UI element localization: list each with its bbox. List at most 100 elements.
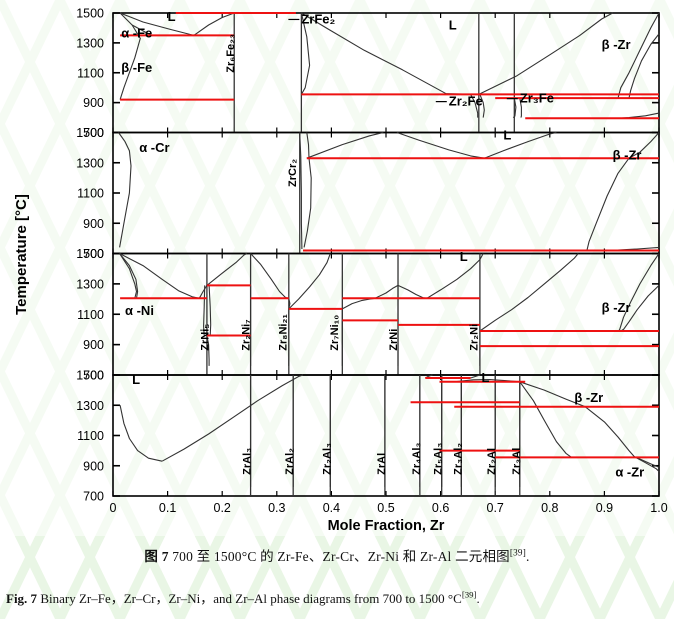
phase-boundary-curve [306, 132, 310, 159]
phase-boundary-curve [479, 253, 579, 332]
phase-boundary-curve [119, 12, 141, 100]
phase-label: α -Ni [125, 303, 154, 318]
phase-boundary-curve [119, 253, 139, 299]
phase-label: ZrAl₃ [242, 448, 254, 475]
y-tick-label: 1100 [77, 187, 104, 201]
phase-boundary-curve [519, 98, 522, 118]
phase-boundary-curve [519, 381, 572, 458]
y-tick-label: 1500 [76, 369, 104, 383]
y-tick-label: 1300 [76, 277, 104, 291]
phase-boundary-curve [628, 33, 660, 99]
phase-boundary-curve [470, 374, 481, 379]
phase-boundary-curve [203, 285, 206, 336]
y-tick-label: 700 [83, 126, 104, 140]
phase-boundary-curve [584, 406, 635, 458]
phase-boundary-curve [288, 298, 291, 310]
phase-label: Zr₃Al [511, 448, 523, 475]
y-tick-label: 700 [83, 247, 104, 261]
x-tick-label: 0.8 [541, 501, 558, 515]
x-tick-label: 0.9 [596, 501, 613, 515]
caption-cn-label: 图 7 [144, 549, 169, 564]
y-tick-label: 700 [83, 490, 104, 504]
phase-boundary-curve [118, 132, 132, 248]
phase-boundary-curve [299, 132, 303, 250]
caption-en-label: Fig. 7 [6, 591, 38, 606]
phase-label: L [482, 370, 490, 385]
y-tick-label: 1100 [77, 308, 104, 322]
caption-cn-period: . [525, 549, 530, 564]
phase-boundary-curve [634, 456, 660, 472]
panel-zr-fe: 700 900 1100 1300 1500 Lα -Fe β -Fe ZrFe₂ Zr₆Fe₂… [76, 7, 660, 140]
caption-en-period: . [476, 591, 480, 606]
watermark-veil [0, 0, 674, 536]
phase-boundary-curve [620, 285, 660, 332]
y-tick-label: 900 [83, 338, 104, 352]
x-tick-label: 0.7 [487, 501, 504, 515]
y-tick-label: 1300 [76, 399, 104, 413]
caption-en-text: Binary Zr–Fe，Zr–Cr，Zr–Ni，and Zr–Al phase… [37, 591, 462, 606]
phase-label: L [168, 9, 176, 24]
phase-boundary-curve [208, 285, 212, 336]
y-tick-label: 1300 [76, 36, 104, 50]
phase-label: ZrFe₂ [301, 11, 335, 26]
phase-label: α -Zr [615, 464, 644, 479]
phase-boundary-curve [193, 12, 235, 36]
phase-label: Zr₅Al₃ [433, 443, 445, 475]
phase-label: Zr₈Ni₂₁ [278, 314, 290, 351]
phase-label: Zr₂Ni₇ [241, 319, 253, 350]
caption-en-reference: [39] [461, 589, 477, 600]
phase-boundary-curve [131, 24, 153, 36]
y-tick-label: 1500 [76, 7, 104, 21]
phase-label: Zr₃Fe [520, 91, 554, 106]
x-tick-label: 0 [110, 501, 117, 515]
phase-label: Zr₂Ni [469, 324, 481, 351]
phase-boundary-curve [119, 405, 163, 462]
phase-boundary-curve [119, 12, 194, 36]
caption-cn-text: 700 至 1500°C 的 Zr-Fe、Zr-Cr、Zr-Ni 和 Zr-Al… [168, 549, 510, 564]
x-tick-label: 0.2 [214, 501, 231, 515]
phase-boundary-curve [396, 131, 485, 159]
y-tick-label: 900 [83, 459, 104, 473]
phase-label: ZrAl₂ [284, 448, 296, 475]
y-tick-label: 900 [83, 217, 104, 231]
phase-boundary-curve [198, 285, 208, 299]
phase-boundary-curve [119, 253, 200, 299]
x-axis-title: Mole Fraction, Zr [328, 518, 445, 534]
phase-boundary-curve [303, 158, 312, 248]
y-tick-label: 1100 [77, 429, 104, 443]
y-tick-label: 1500 [76, 247, 104, 261]
phase-label: ZrCr₂ [287, 159, 299, 187]
phase-boundary-curve [206, 253, 248, 286]
phase-boundary-curve [206, 335, 210, 366]
y-tick-label: 900 [83, 96, 104, 110]
x-tick-label: 0.1 [159, 501, 176, 515]
phase-label: α -Cr [139, 140, 169, 155]
phase-boundary-curve [479, 94, 485, 118]
x-tick-label: 0.5 [377, 501, 394, 515]
x-tick-label: 0.3 [268, 501, 285, 515]
panel-zr-cr: 700 900 1100 1300 1500 α -Cr ZrCr₂ Lβ -Zr [76, 126, 660, 261]
phase-boundary-curve [161, 374, 304, 462]
y-tick-label: 1100 [77, 66, 104, 80]
x-tick-label: 1.0 [650, 501, 667, 515]
phase-label: L [132, 372, 140, 387]
caption-cn-reference: [39] [509, 547, 526, 558]
phase-boundary-curve [470, 94, 479, 118]
phase-label: Zr₂Al [486, 448, 498, 475]
y-tick-label: 1300 [76, 156, 104, 170]
y-axis-title: Temperature [°C] [13, 194, 30, 315]
phase-label: β -Zr [574, 390, 603, 405]
phase-label: β -Zr [602, 300, 631, 315]
phase-boundary-curve [300, 12, 311, 95]
x-tick-label: 0.4 [323, 501, 340, 515]
phase-label: Zr₂Al₃ [321, 443, 333, 475]
phase-boundary-curve [519, 381, 586, 408]
phase-boundary-curve [618, 253, 660, 332]
panel-zr-ni: 700 900 1100 1300 1500 α -Ni ZrNi₅ Zr₂Ni₇ Zr₈Ni₂… [76, 247, 660, 383]
phase-boundary-curve [301, 12, 447, 95]
phase-boundary-curve [617, 12, 660, 99]
phase-label: β -Fe [121, 60, 152, 75]
phase-label: β -Zr [613, 148, 642, 163]
